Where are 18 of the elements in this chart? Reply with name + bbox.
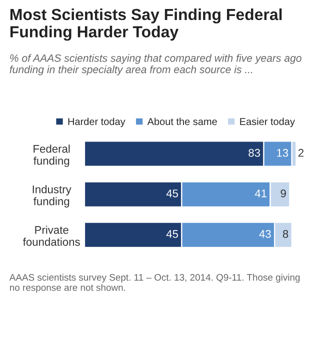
y-tick-label: Private foundations [23,226,80,246]
data-label: 83 [248,148,260,157]
y-tick-label: Industry funding [32,185,72,208]
legend-label: Easier today [240,118,295,128]
data-label: 43 [259,230,271,238]
y-tick-label: Federal funding [34,144,70,167]
data-label: 9 [280,189,286,198]
chart-title: Most Scientists Say Finding Federal Funding Harder Today [10,8,282,41]
data-label: 2 [298,148,304,157]
text: AAAS scientists survey Sept. 11 – Oct. 13, 2014. Q9-11. Those giving no response are not shown. [9,274,300,293]
data-label: 13 [277,148,288,157]
data-label: 41 [254,190,266,198]
legend-label: About the same [147,118,217,126]
data-label: 8 [282,230,288,238]
data-label: 45 [166,230,178,238]
data-label: 45 [166,190,178,198]
legend-label: Harder today [68,118,126,128]
chart-subtitle: % of AAAS scientists saying that compared with five years ago funding in their specialty area from each source is ... [10,54,302,76]
